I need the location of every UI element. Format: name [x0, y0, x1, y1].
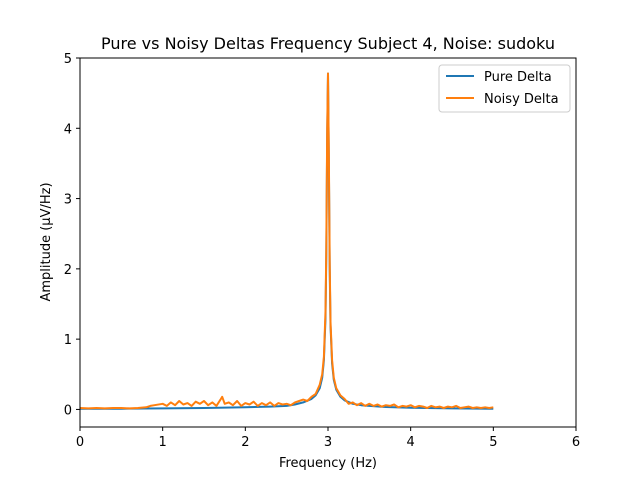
legend-label-pure-delta: Pure Delta [484, 70, 552, 85]
x-tick-label: 6 [572, 435, 580, 450]
y-axis-label: Amplitude (μV/Hz) [39, 182, 54, 301]
y-tick-label: 0 [64, 403, 72, 418]
x-tick-label: 0 [76, 435, 84, 450]
chart-title: Pure vs Noisy Deltas Frequency Subject 4… [101, 34, 555, 53]
series-line-noisy-delta [79, 72, 494, 410]
y-tick-label: 4 [64, 122, 72, 137]
x-tick-label: 4 [407, 435, 415, 450]
y-tick-label: 5 [64, 52, 72, 67]
x-tick-label: 3 [324, 435, 332, 450]
series-layer [79, 72, 494, 410]
y-tick-label: 1 [64, 333, 72, 348]
y-tick-label: 3 [64, 193, 72, 208]
legend-label-noisy-delta: Noisy Delta [484, 92, 559, 107]
x-axis-label: Frequency (Hz) [279, 456, 377, 471]
x-tick-label: 5 [489, 435, 497, 450]
ticks-layer: 0 1 2 3 4 5 6 0 1 2 3 4 5 [64, 52, 580, 450]
legend: Pure Delta Noisy Delta [438, 64, 571, 113]
plot-frame [79, 57, 577, 428]
x-tick-label: 1 [159, 435, 167, 450]
x-tick-label: 2 [241, 435, 249, 450]
y-tick-label: 2 [64, 263, 72, 278]
